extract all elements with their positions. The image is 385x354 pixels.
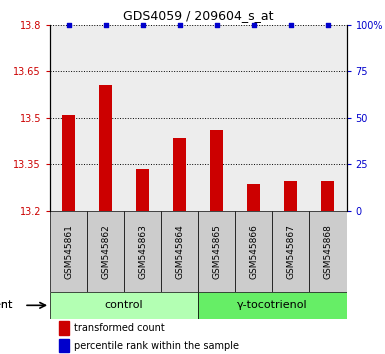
- Bar: [173, 138, 186, 211]
- Text: GSM545867: GSM545867: [286, 224, 295, 279]
- Bar: [248, 184, 260, 211]
- Bar: [198, 292, 346, 319]
- Bar: [321, 181, 335, 211]
- Text: transformed count: transformed count: [74, 323, 164, 333]
- Text: agent: agent: [0, 300, 13, 310]
- Bar: [87, 211, 124, 292]
- Bar: [235, 25, 273, 211]
- Point: [288, 22, 294, 28]
- Point: [102, 22, 109, 28]
- Bar: [124, 25, 161, 211]
- Bar: [59, 321, 69, 335]
- Point: [140, 22, 146, 28]
- Bar: [87, 25, 124, 211]
- Text: percentile rank within the sample: percentile rank within the sample: [74, 341, 239, 350]
- Bar: [161, 211, 198, 292]
- Text: GSM545862: GSM545862: [101, 224, 110, 279]
- Text: GSM545864: GSM545864: [175, 224, 184, 279]
- Point: [214, 22, 220, 28]
- Text: control: control: [105, 300, 144, 310]
- Bar: [210, 130, 223, 211]
- Text: GSM545866: GSM545866: [249, 224, 258, 279]
- Text: GSM545861: GSM545861: [64, 224, 73, 279]
- Polygon shape: [24, 300, 43, 311]
- Bar: [136, 169, 149, 211]
- Bar: [62, 115, 75, 211]
- Point: [325, 22, 331, 28]
- Point: [251, 22, 257, 28]
- Bar: [99, 85, 112, 211]
- Point: [65, 22, 72, 28]
- Bar: [198, 25, 235, 211]
- Text: γ-tocotrienol: γ-tocotrienol: [237, 300, 308, 310]
- Bar: [273, 211, 310, 292]
- Bar: [161, 25, 198, 211]
- Bar: [50, 25, 87, 211]
- Bar: [310, 25, 346, 211]
- Bar: [50, 211, 87, 292]
- Text: GSM545863: GSM545863: [138, 224, 147, 279]
- Bar: [124, 211, 161, 292]
- Bar: [198, 211, 235, 292]
- Text: GSM545865: GSM545865: [212, 224, 221, 279]
- Title: GDS4059 / 209604_s_at: GDS4059 / 209604_s_at: [123, 9, 273, 22]
- Point: [177, 22, 183, 28]
- Bar: [285, 181, 297, 211]
- Text: GSM545868: GSM545868: [323, 224, 333, 279]
- Bar: [50, 292, 198, 319]
- Bar: [235, 211, 273, 292]
- Bar: [310, 211, 346, 292]
- Bar: [273, 25, 310, 211]
- Bar: [59, 339, 69, 352]
- Text: agent: agent: [0, 300, 13, 310]
